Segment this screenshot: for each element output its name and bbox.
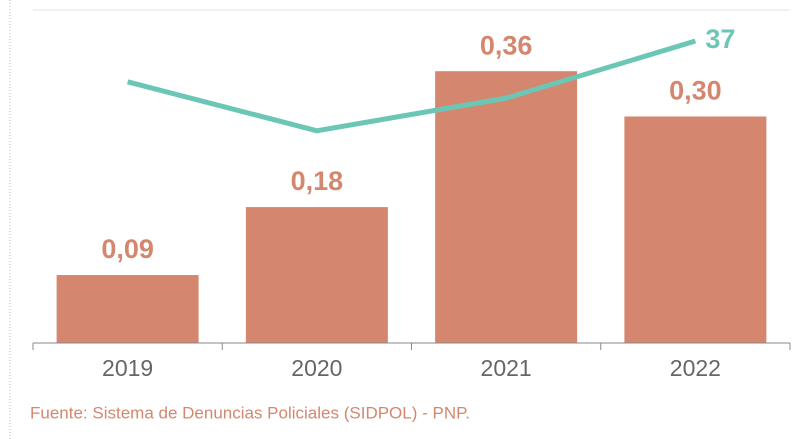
source-note: Fuente: Sistema de Denuncias Policiales … <box>30 403 470 422</box>
bar <box>624 116 767 343</box>
x-tick-label: 2021 <box>481 355 532 381</box>
data-label: 0,30 <box>669 76 722 106</box>
x-tick-label: 2022 <box>670 355 721 381</box>
x-tick-label: 2020 <box>291 355 342 381</box>
bar <box>435 71 578 343</box>
data-label: 0,18 <box>291 166 344 196</box>
x-tick-label: 2019 <box>102 355 153 381</box>
line <box>126 38 697 134</box>
bar <box>56 275 199 343</box>
data-label: 0,36 <box>480 30 533 60</box>
data-label: 0,09 <box>101 234 154 264</box>
bar <box>245 207 388 343</box>
data-label: 37 <box>705 24 735 54</box>
